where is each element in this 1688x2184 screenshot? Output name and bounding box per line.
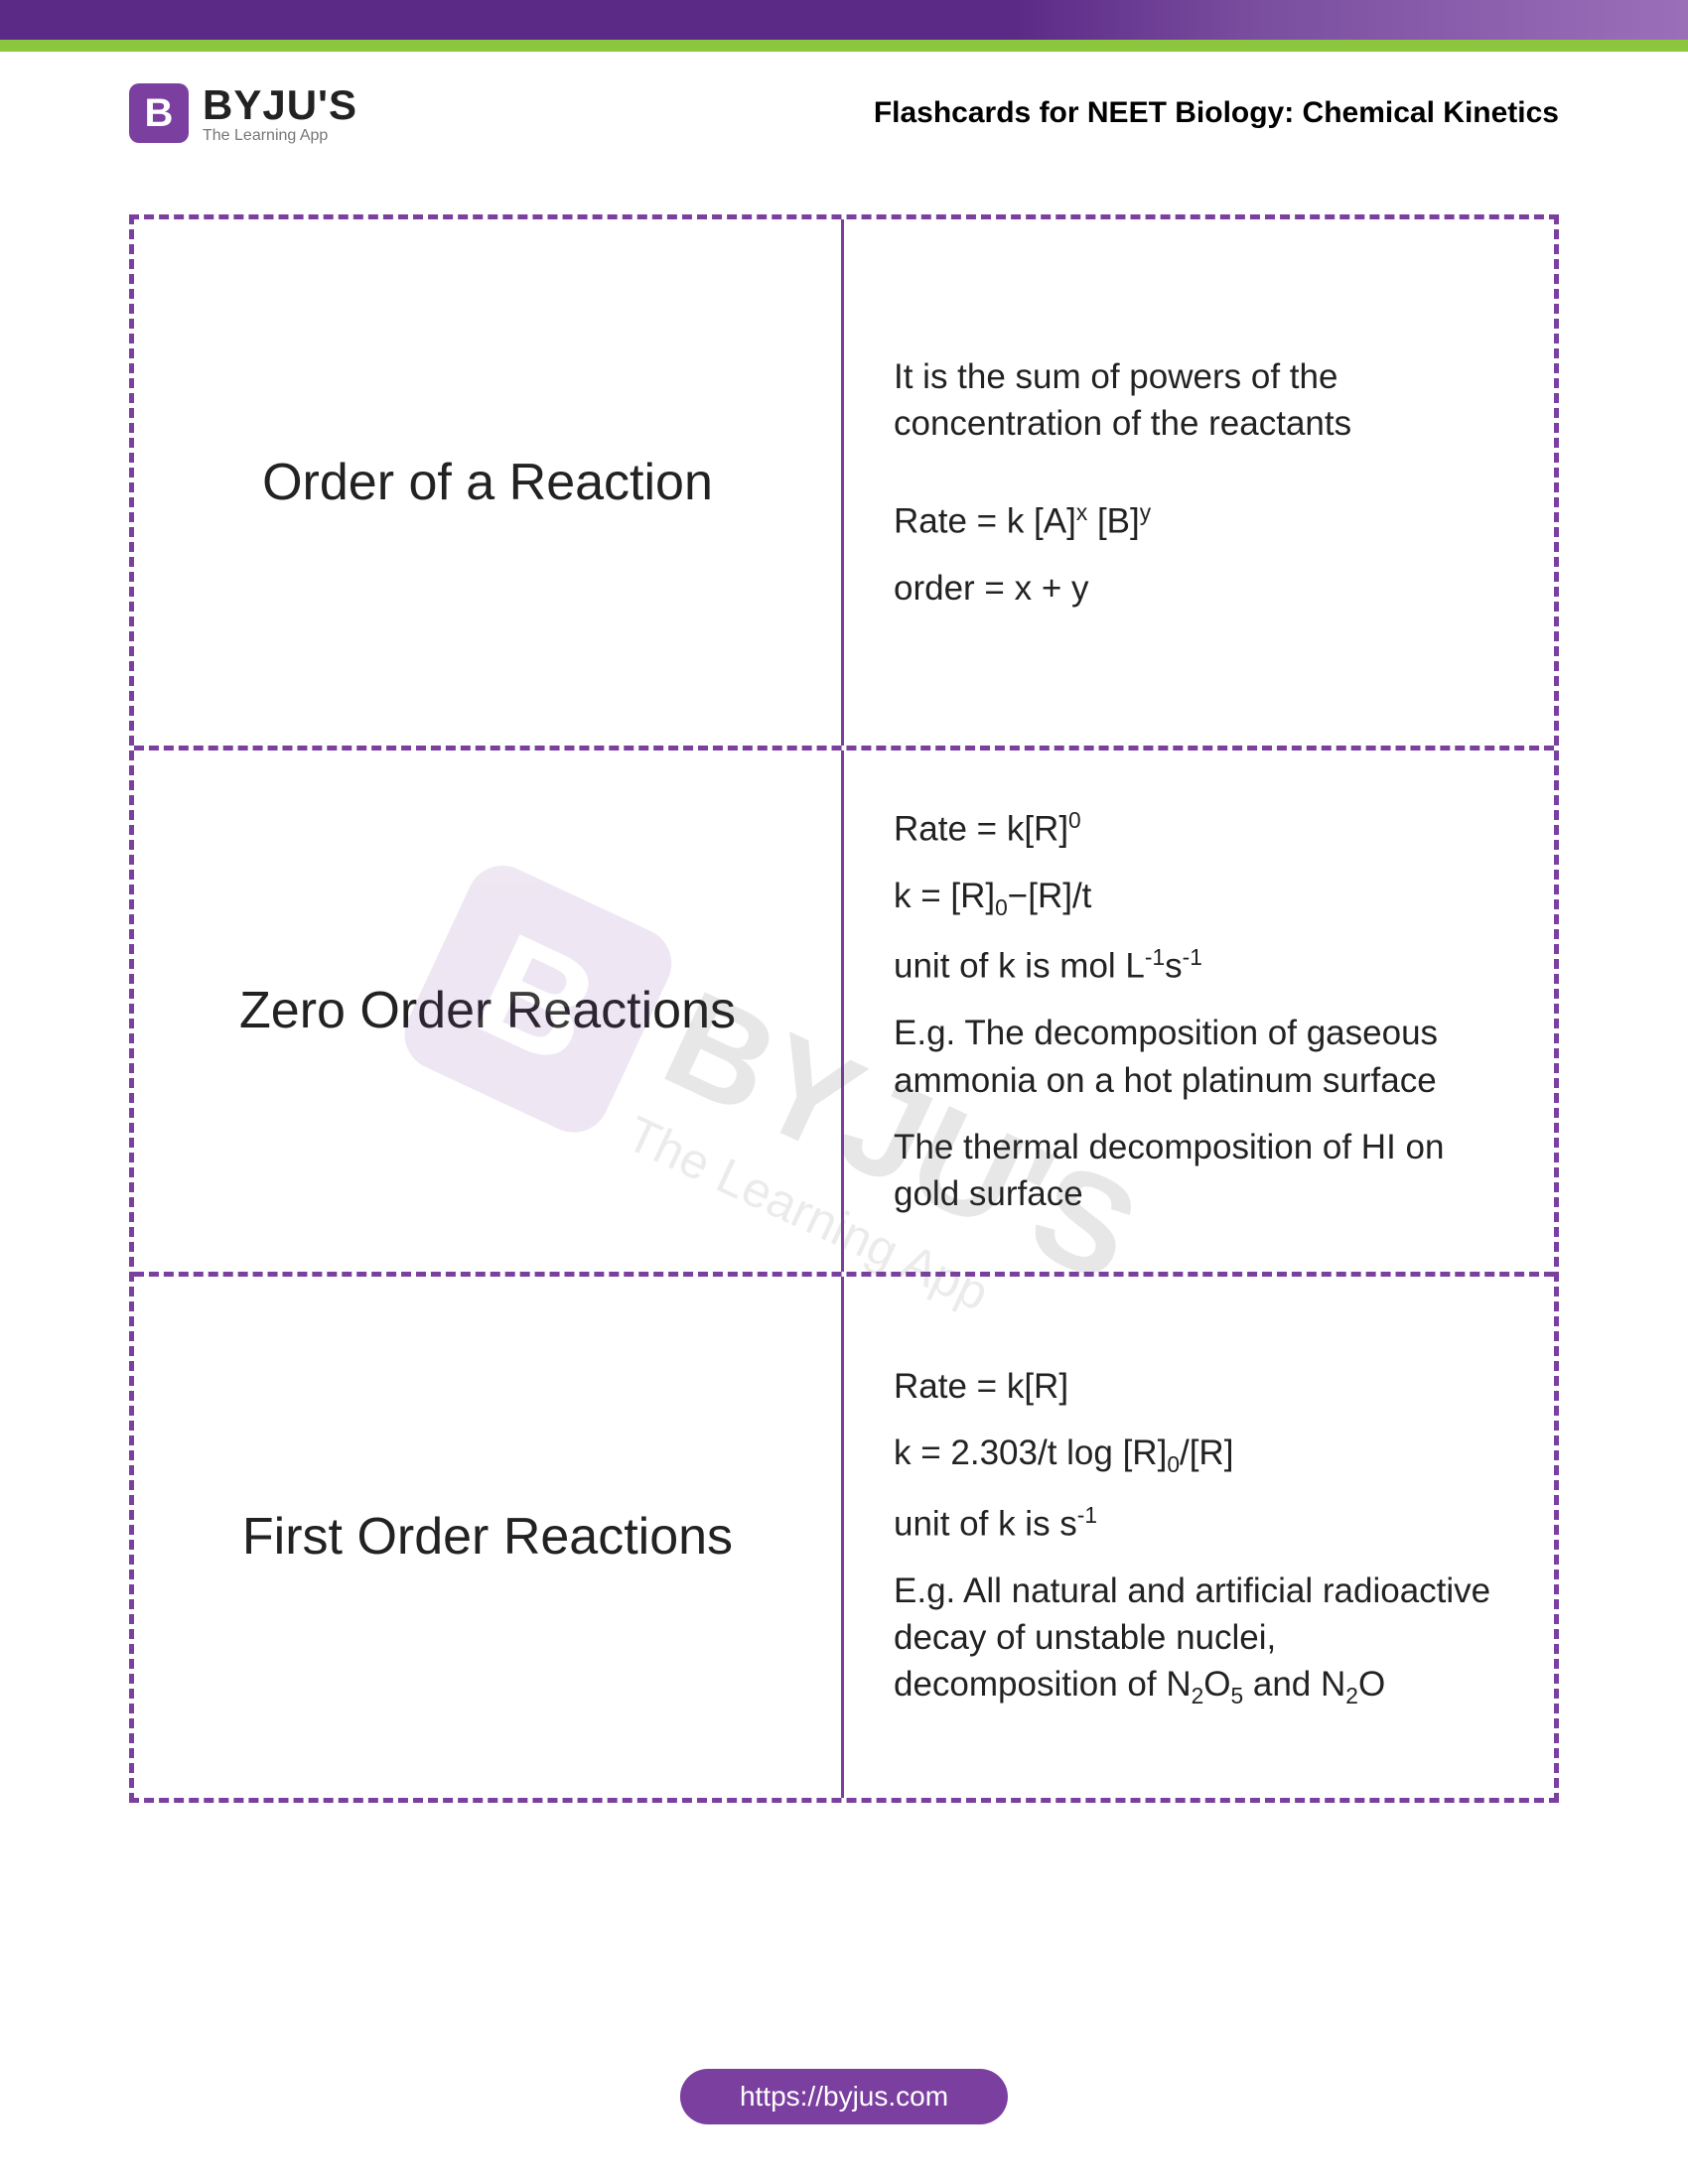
flashcard-term: Order of a Reaction	[134, 219, 844, 746]
flashcards-grid: Order of a Reaction It is the sum of pow…	[129, 214, 1559, 1803]
flashcard-row: Zero Order Reactions Rate = k[R]0k = [R]…	[134, 746, 1554, 1272]
flashcard-row: Order of a Reaction It is the sum of pow…	[134, 219, 1554, 746]
flashcard-title: First Order Reactions	[242, 1505, 733, 1570]
top-row: B BYJU'S The Learning App Flashcards for…	[0, 52, 1688, 155]
page-title: Flashcards for NEET Biology: Chemical Ki…	[874, 96, 1559, 130]
flashcard-title: Order of a Reaction	[262, 451, 713, 515]
flashcard-row: First Order Reactions Rate = k[R]k = 2.3…	[134, 1272, 1554, 1798]
flashcard-definition: Rate = k[R]k = 2.303/t log [R]0/[R]unit …	[844, 1277, 1554, 1798]
flashcard-term: Zero Order Reactions	[134, 751, 844, 1272]
logo-text: BYJU'S The Learning App	[203, 81, 357, 145]
flashcard-title: Zero Order Reactions	[239, 979, 736, 1043]
flashcard-definition: It is the sum of powers of the concentra…	[844, 219, 1554, 746]
header-bar	[0, 0, 1688, 40]
flashcard-definition: Rate = k[R]0k = [R]0−[R]/tunit of k is m…	[844, 751, 1554, 1272]
flashcard-term: First Order Reactions	[134, 1277, 844, 1798]
logo: B BYJU'S The Learning App	[129, 81, 357, 145]
logo-tagline: The Learning App	[203, 127, 357, 145]
logo-badge-icon: B	[129, 83, 189, 143]
logo-name: BYJU'S	[203, 81, 357, 129]
header-stripe	[0, 40, 1688, 52]
footer-url[interactable]: https://byjus.com	[680, 2069, 1008, 2124]
